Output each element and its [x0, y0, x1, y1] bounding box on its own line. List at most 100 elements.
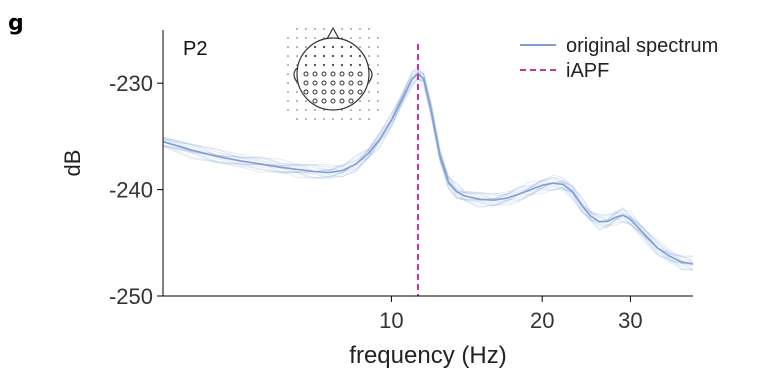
electrode: [359, 118, 361, 120]
electrode: [377, 82, 379, 84]
electrode: [296, 46, 298, 48]
electrode: [368, 64, 370, 66]
spectrum-trace: [162, 78, 694, 270]
electrode: [312, 89, 318, 95]
electrode: [368, 91, 370, 93]
electrode: [322, 54, 326, 58]
x-tick-label: 20: [530, 308, 554, 333]
electrode: [339, 98, 345, 104]
electrode: [321, 89, 327, 95]
electrode: [330, 98, 336, 104]
electrode: [377, 91, 379, 93]
electrode: [330, 71, 336, 77]
electrode: [323, 118, 325, 120]
y-ticks: -250 -240 -230: [109, 71, 163, 309]
spectrum-trace: [162, 77, 694, 271]
eeg-electrode-scalp-map-icon: [287, 26, 379, 120]
electrode: [348, 89, 354, 95]
y-tick-label: -230: [109, 71, 153, 96]
electrode: [377, 64, 379, 66]
electrode: [349, 54, 353, 58]
electrode: [296, 91, 298, 93]
electrode: [287, 91, 289, 93]
electrode: [322, 45, 326, 49]
electrode: [349, 63, 353, 67]
electrode: [321, 80, 327, 86]
spectrum-trace: [162, 77, 694, 271]
spectrum-trace: [162, 77, 694, 268]
electrode: [358, 54, 362, 58]
spectrum-trace: [162, 70, 694, 263]
electrode: [312, 98, 318, 104]
y-axis-label: dB: [60, 150, 85, 177]
electrode: [296, 73, 298, 75]
electrode: [313, 63, 317, 67]
electrode: [359, 109, 361, 111]
electrode: [340, 63, 344, 67]
electrode: [296, 55, 298, 57]
electrode: [331, 54, 335, 58]
electrode: [305, 109, 307, 111]
electrode: [287, 109, 289, 111]
spectrum-trace: [162, 69, 694, 262]
electrode: [331, 45, 335, 49]
electrode: [348, 98, 354, 104]
panel-label: g: [8, 11, 24, 36]
electrode: [314, 37, 316, 39]
electrode: [287, 82, 289, 84]
electrode: [287, 37, 289, 39]
electrode: [350, 28, 352, 30]
legend: original spectrum iAPF: [520, 35, 718, 82]
electrode: [377, 46, 379, 48]
electrode: [331, 63, 335, 67]
electrode: [368, 55, 370, 57]
electrode: [368, 82, 370, 84]
x-tick-label: 30: [618, 308, 642, 333]
spectrum-trace: [162, 71, 694, 264]
electrode: [368, 100, 370, 102]
y-tick-label: -240: [109, 178, 153, 203]
electrode: [313, 45, 317, 49]
electrode: [287, 46, 289, 48]
electrode: [287, 100, 289, 102]
electrode: [341, 28, 343, 30]
electrode: [359, 46, 361, 48]
electrode: [340, 54, 344, 58]
electrode: [377, 55, 379, 57]
electrode: [368, 46, 370, 48]
electrode: [313, 54, 317, 58]
electrode: [305, 100, 307, 102]
electrode: [321, 71, 327, 77]
electrode: [303, 80, 309, 86]
electrode: [377, 37, 379, 39]
electrode: [339, 71, 345, 77]
original-spectrum-line: [162, 72, 694, 265]
electrode: [348, 80, 354, 86]
electrode: [359, 37, 361, 39]
electrode: [341, 118, 343, 120]
electrode: [296, 118, 298, 120]
electrode: [349, 45, 353, 49]
electrode: [303, 71, 309, 77]
electrode: [357, 80, 363, 86]
electrode: [357, 71, 363, 77]
electrode: [287, 55, 289, 57]
electrode: [314, 109, 316, 111]
electrode: [377, 100, 379, 102]
electrode: [341, 109, 343, 111]
x-ticks: 10 20 30: [379, 296, 643, 333]
electrode: [350, 118, 352, 120]
electrode: [368, 73, 370, 75]
electrode: [304, 63, 308, 67]
electrode: [339, 89, 345, 95]
electrode: [350, 109, 352, 111]
legend-label-iapf: iAPF: [566, 60, 609, 82]
electrode: [368, 28, 370, 30]
electrode: [332, 118, 334, 120]
spectrum-trace: [162, 69, 694, 259]
x-axis-label: frequency (Hz): [349, 342, 506, 369]
electrode: [357, 89, 363, 95]
electrode: [305, 37, 307, 39]
channel-label: P2: [183, 38, 207, 60]
electrode: [305, 28, 307, 30]
